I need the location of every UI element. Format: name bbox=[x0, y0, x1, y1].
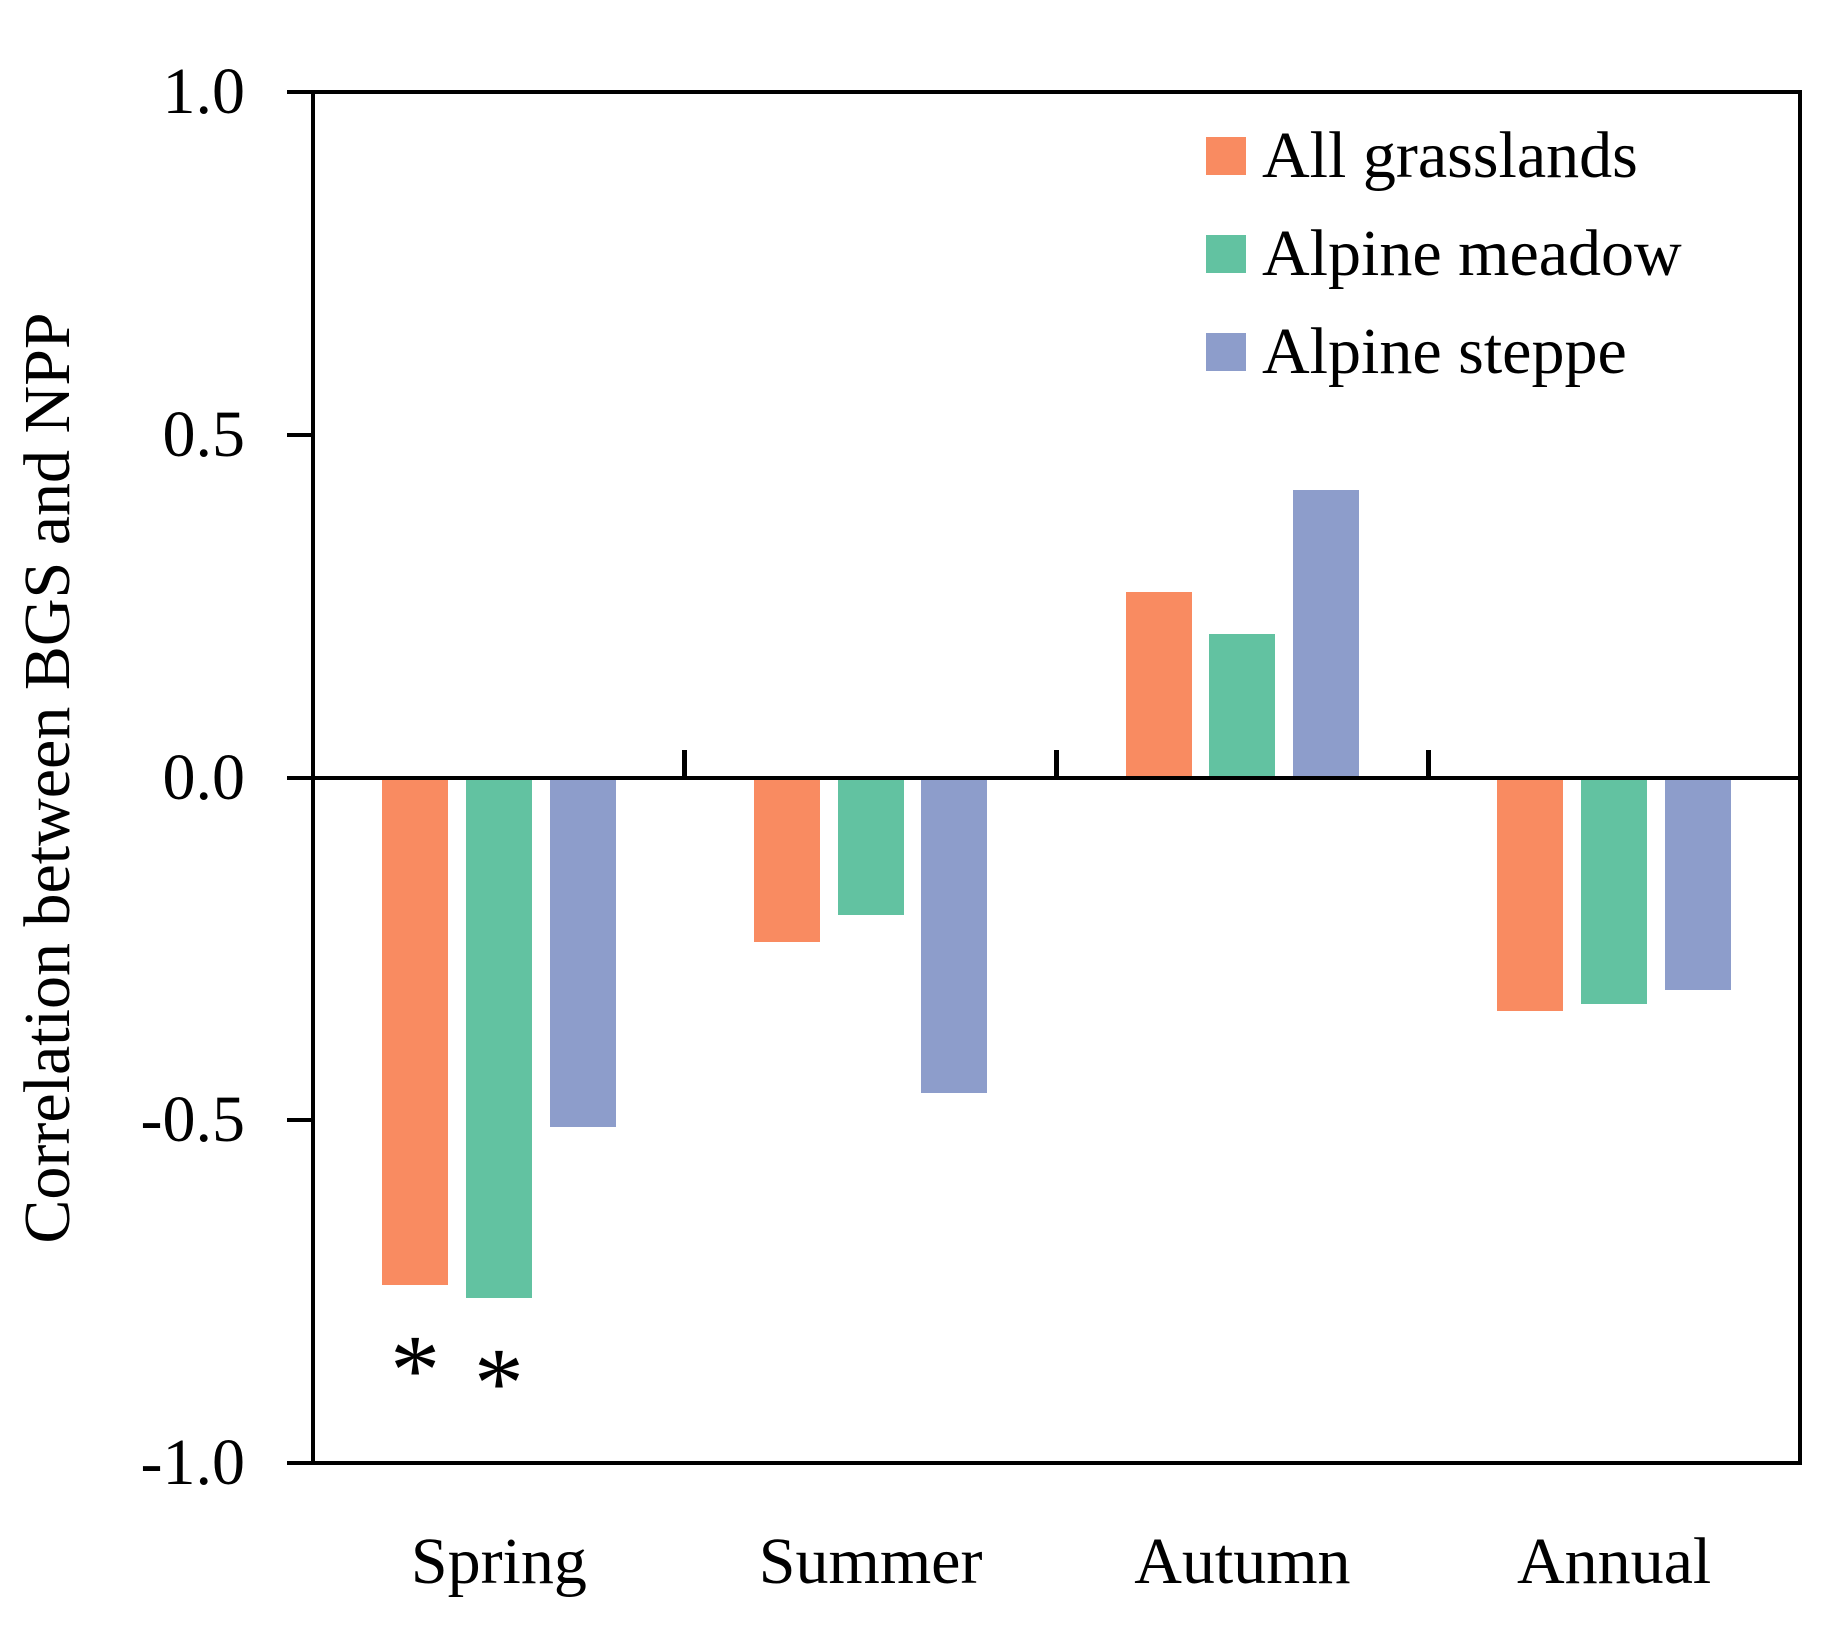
y-axis-tick-label: 1.0 bbox=[162, 55, 246, 128]
y-axis-tick bbox=[287, 90, 313, 94]
bar-all-grasslands-autumn bbox=[1125, 592, 1192, 778]
legend-item-all-grasslands: All grasslands bbox=[1206, 116, 1638, 196]
bar-all-grasslands-annual bbox=[1497, 777, 1564, 1011]
x-axis-boundary-tick bbox=[1054, 749, 1059, 778]
bar-alpine-steppe-spring bbox=[549, 777, 616, 1128]
bar-alpine-steppe-annual bbox=[1664, 777, 1731, 990]
significance-asterisk-alpine-meadow: * bbox=[473, 1327, 524, 1439]
legend-item-alpine-steppe: Alpine steppe bbox=[1206, 312, 1627, 392]
y-axis-tick-label: 0.0 bbox=[162, 740, 246, 814]
alpine-steppe-swatch bbox=[1206, 333, 1246, 371]
all-grasslands-swatch bbox=[1206, 137, 1246, 175]
x-axis-label-summer: Summer bbox=[758, 1525, 983, 1598]
bar-all-grasslands-spring bbox=[382, 777, 449, 1285]
bar-alpine-steppe-autumn bbox=[1293, 489, 1360, 778]
all-grasslands-label: All grasslands bbox=[1262, 119, 1638, 192]
x-axis-label-spring: Spring bbox=[410, 1525, 587, 1598]
y-axis-tick bbox=[287, 1118, 313, 1123]
bar-alpine-meadow-spring bbox=[465, 777, 532, 1299]
alpine-steppe-label: Alpine steppe bbox=[1262, 315, 1627, 388]
x-axis-boundary-tick bbox=[682, 749, 688, 778]
bar-all-grasslands-summer bbox=[753, 777, 820, 943]
alpine-meadow-label: Alpine meadow bbox=[1262, 217, 1682, 290]
bar-alpine-steppe-summer bbox=[921, 777, 988, 1093]
y-axis-tick-label: -0.5 bbox=[140, 1083, 245, 1157]
zero-baseline bbox=[313, 776, 1800, 780]
y-axis-tick-label: 0.5 bbox=[162, 397, 246, 471]
legend-item-alpine-meadow: Alpine meadow bbox=[1206, 214, 1682, 294]
significance-asterisk-all-grasslands: * bbox=[390, 1313, 441, 1425]
alpine-meadow-swatch bbox=[1206, 235, 1246, 273]
x-axis-boundary-tick bbox=[1425, 749, 1431, 778]
bar-alpine-meadow-annual bbox=[1581, 777, 1648, 1004]
x-axis-label-autumn: Autumn bbox=[1134, 1525, 1351, 1598]
x-axis-label-annual: Annual bbox=[1516, 1525, 1712, 1598]
y-axis-tick bbox=[287, 1461, 313, 1465]
bar-alpine-meadow-summer bbox=[837, 777, 904, 915]
y-axis-tick bbox=[287, 432, 313, 437]
y-axis-tick bbox=[287, 775, 313, 780]
y-axis-tick-label: -1.0 bbox=[140, 1426, 245, 1499]
bar-alpine-meadow-autumn bbox=[1209, 633, 1276, 778]
